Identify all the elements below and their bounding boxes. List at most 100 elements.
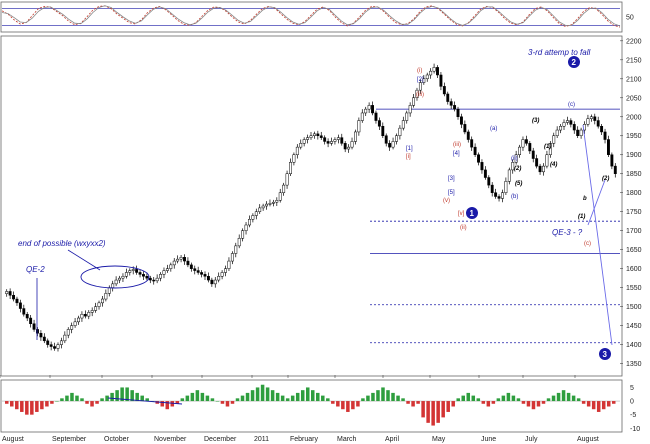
histogram-bar-positive (205, 395, 210, 402)
histogram-bar-negative (411, 401, 415, 407)
candle-body (265, 203, 268, 207)
candle-body (357, 120, 361, 133)
y-tick-label: 1400 (626, 342, 642, 349)
histogram-bar-negative (356, 401, 360, 407)
histogram-bar-positive (275, 392, 280, 402)
histogram-bar-negative (341, 401, 345, 410)
candle-body (111, 283, 115, 288)
histogram-bar-positive (135, 392, 139, 402)
wave-label: [5] (448, 190, 455, 196)
wave-2-circle: 2 (568, 56, 580, 68)
candle-body (312, 133, 316, 136)
histogram-bar-positive (55, 401, 59, 402)
candle-body (371, 105, 374, 114)
candle-body (463, 124, 467, 133)
candle-body (8, 291, 12, 296)
y-tick-label: 1750 (626, 209, 642, 216)
candle-body (87, 312, 91, 317)
histogram-bar-negative (220, 401, 225, 404)
histogram-bar-negative (481, 401, 486, 404)
candle-body (511, 162, 515, 171)
wave-label: [3] (448, 176, 455, 182)
candle-body (73, 321, 77, 326)
y-tick-label: 1700 (626, 228, 642, 235)
candle-body (436, 67, 439, 76)
candle-body (326, 141, 330, 144)
candle-body (596, 120, 600, 127)
candle-body (610, 154, 614, 167)
candle-body (97, 302, 101, 307)
candle-body (483, 169, 487, 178)
histogram-bar-negative (170, 401, 175, 407)
histogram-bar-negative (521, 401, 526, 404)
x-tick-label: October (104, 436, 130, 443)
histogram-bar-positive (60, 398, 64, 402)
candle-body (186, 260, 190, 266)
histogram-bar-positive (546, 398, 551, 402)
candle-body (514, 154, 518, 163)
candle-body (432, 67, 436, 72)
histogram-bar-positive (190, 392, 195, 402)
histogram-bar-negative (446, 401, 450, 412)
candle-body (162, 270, 166, 275)
histogram-bar-positive (270, 390, 275, 402)
candle-body (466, 131, 470, 140)
histogram-bar-positive (561, 390, 566, 402)
candle-body (66, 329, 70, 336)
candle-body (131, 269, 135, 271)
candle-body (258, 207, 262, 212)
candle-body (128, 270, 132, 273)
candle-body (32, 323, 36, 330)
histogram-bar-negative (15, 401, 19, 410)
candle-body (504, 181, 508, 193)
candle-body (295, 146, 299, 155)
candle-body (275, 200, 279, 203)
x-tick-label: September (52, 436, 87, 443)
candle-body (59, 340, 63, 345)
note-end-of-possible: end of possible (wxyxx2) (18, 239, 106, 248)
histogram-bar-positive (65, 395, 69, 402)
histogram-bar-positive (506, 392, 511, 402)
candle-body (343, 143, 347, 150)
annotations: 3-rd attemp to fall end of possible (wxy… (18, 48, 613, 405)
candle-body (589, 116, 593, 119)
histogram-bar-negative (591, 401, 596, 410)
histogram-bar-positive (120, 387, 124, 402)
candle-body (63, 334, 67, 342)
candle-body (391, 141, 395, 148)
candle-body (213, 279, 217, 285)
wave-label: [v] (458, 211, 465, 217)
histogram-bar-positive (501, 395, 506, 402)
histogram-bar-positive (105, 395, 109, 402)
histogram-bar-positive (366, 395, 370, 402)
histogram-bar-negative (451, 401, 455, 407)
candle-body (480, 162, 484, 171)
histogram-bar-negative (336, 401, 340, 407)
wave-label: b (583, 196, 587, 202)
candle-body (165, 268, 169, 271)
candle-body (607, 139, 610, 155)
candle-body (148, 277, 152, 281)
candle-body (196, 270, 200, 273)
candle-body (189, 264, 193, 269)
candle-body (613, 165, 617, 174)
candle-body (53, 346, 57, 349)
y-tick-label: 2150 (626, 57, 642, 64)
histogram-bar-positive (391, 392, 395, 402)
y-tick-label: 1450 (626, 323, 642, 330)
candle-body (230, 253, 234, 262)
note-qe2: QE-2 (26, 265, 45, 274)
candle-body (555, 129, 559, 136)
histogram-bar-positive (290, 395, 295, 402)
x-tick-label: March (337, 436, 357, 443)
candle-body (576, 129, 580, 136)
candle-body (114, 279, 118, 285)
candle-body (142, 274, 145, 277)
candle-body (200, 272, 204, 275)
candle-body (152, 279, 156, 282)
histogram-bar-positive (265, 387, 270, 402)
x-tick-label: August (2, 436, 24, 443)
candle-body (350, 141, 354, 148)
osc-series-signal (1, 5, 621, 27)
